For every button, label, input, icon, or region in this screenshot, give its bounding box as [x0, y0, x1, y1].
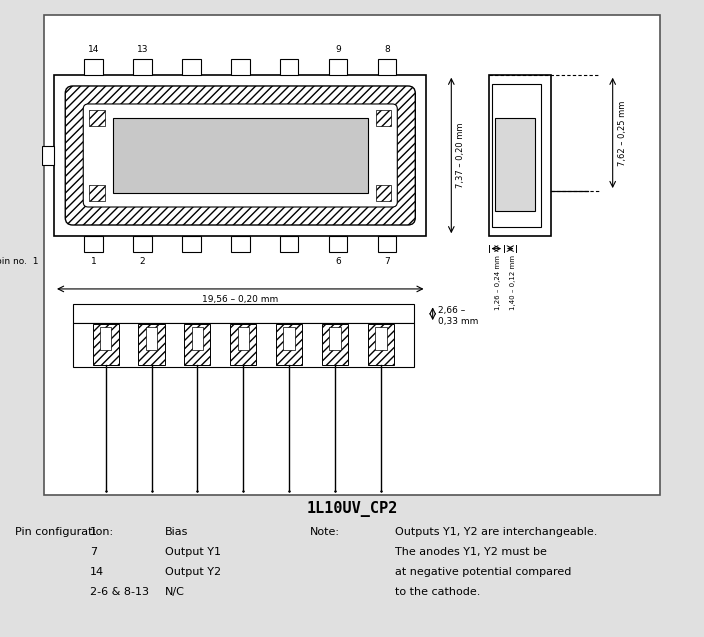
Text: 19,56 – 0,20 mm: 19,56 – 0,20 mm [202, 295, 278, 304]
Text: Output Y2: Output Y2 [165, 567, 221, 577]
Text: 13: 13 [137, 45, 149, 54]
Text: pin no.  1: pin no. 1 [0, 257, 39, 266]
Bar [100, 327, 111, 350]
Bar [231, 236, 250, 252]
Bar [276, 324, 302, 364]
Text: Output Y1: Output Y1 [165, 547, 221, 557]
Text: 14: 14 [88, 45, 99, 54]
Bar [329, 327, 341, 350]
Bar [89, 185, 105, 201]
Bar [146, 327, 158, 350]
Text: 7,62 – 0,25 mm: 7,62 – 0,25 mm [617, 100, 627, 166]
Bar [182, 59, 201, 75]
Bar [284, 327, 295, 350]
Bar [133, 236, 152, 252]
Text: Bias: Bias [165, 527, 189, 537]
Bar [42, 146, 54, 165]
Bar [375, 327, 387, 350]
Text: at negative potential compared: at negative potential compared [395, 567, 572, 577]
Text: Pin configuration:: Pin configuration: [15, 527, 113, 537]
Bar [89, 110, 105, 125]
Text: 7: 7 [384, 257, 390, 266]
Text: 6: 6 [335, 257, 341, 266]
Bar [489, 75, 551, 236]
Bar [491, 84, 541, 227]
Bar [230, 324, 256, 364]
Text: 8: 8 [384, 45, 390, 54]
Bar [280, 236, 298, 252]
Bar [376, 110, 391, 125]
Bar [184, 324, 210, 364]
FancyBboxPatch shape [83, 104, 397, 207]
Bar [237, 327, 249, 350]
Text: Outputs Y1, Y2 are interchangeable.: Outputs Y1, Y2 are interchangeable. [395, 527, 598, 537]
Bar [495, 118, 535, 211]
Bar [231, 59, 250, 75]
Bar [182, 236, 201, 252]
Bar [139, 324, 165, 364]
Bar [322, 324, 348, 364]
Text: 2,66 –: 2,66 – [438, 306, 465, 315]
Text: 9: 9 [335, 45, 341, 54]
Text: 1L10UV_CP2: 1L10UV_CP2 [306, 501, 398, 517]
Bar [377, 236, 396, 252]
Text: N/C: N/C [165, 587, 185, 597]
Text: Note:: Note: [310, 527, 340, 537]
Text: 1,40 – 0,12 mm: 1,40 – 0,12 mm [510, 255, 516, 310]
Bar [133, 59, 152, 75]
FancyBboxPatch shape [65, 86, 415, 225]
Text: 0,33 mm: 0,33 mm [438, 317, 478, 326]
Text: 14: 14 [90, 567, 104, 577]
Text: 2: 2 [139, 257, 145, 266]
Text: The anodes Y1, Y2 must be: The anodes Y1, Y2 must be [395, 547, 547, 557]
Bar [191, 327, 203, 350]
Text: 1: 1 [90, 527, 97, 537]
Text: 7,37 – 0,20 mm: 7,37 – 0,20 mm [456, 123, 465, 189]
Bar [368, 324, 394, 364]
Bar [376, 185, 391, 201]
Bar [84, 236, 103, 252]
Text: 1,26 – 0,24 mm: 1,26 – 0,24 mm [495, 255, 501, 310]
Text: 2-6 & 8-13: 2-6 & 8-13 [90, 587, 149, 597]
Bar [377, 59, 396, 75]
Bar [92, 324, 119, 364]
Text: 7: 7 [90, 547, 97, 557]
Bar [329, 59, 347, 75]
Text: to the cathode.: to the cathode. [395, 587, 480, 597]
Bar [73, 323, 414, 366]
Bar [73, 304, 414, 323]
Bar [280, 59, 298, 75]
Bar [84, 59, 103, 75]
Bar [54, 75, 427, 236]
Text: 1: 1 [91, 257, 96, 266]
Bar [113, 118, 367, 193]
Bar [329, 236, 347, 252]
